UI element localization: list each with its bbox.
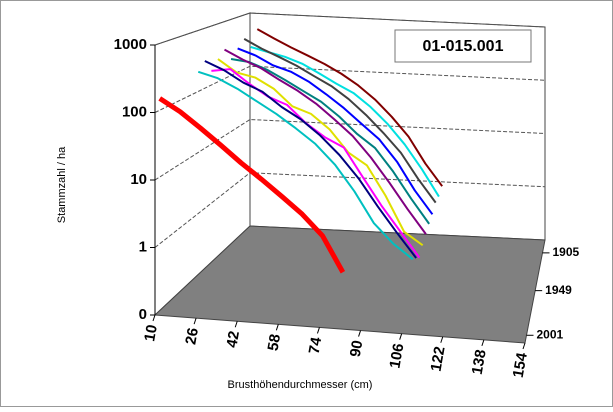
series-line — [204, 60, 417, 259]
x-tick-label: 90 — [347, 339, 367, 358]
series-line — [197, 70, 414, 261]
series-line — [217, 58, 424, 247]
y-tick-label: 10 — [130, 171, 147, 188]
series-line — [250, 46, 440, 198]
x-tick — [234, 321, 238, 328]
x-tick-label: 154 — [510, 351, 531, 379]
x-tick-label: 122 — [428, 345, 449, 373]
series-line — [237, 47, 434, 215]
series-line — [243, 37, 437, 204]
walls: 0 1 10 100 1000 10 26 42 58 74 90 106 122 138 154 1905 1… — [114, 12, 580, 379]
x-tick — [522, 342, 526, 350]
x-tick — [440, 336, 444, 343]
grid-line — [154, 12, 546, 46]
x-tick-label: 42 — [223, 330, 243, 349]
y-tick-label: 1000 — [114, 36, 147, 53]
chart-title: 01-015.001 — [423, 38, 504, 55]
x-tick — [275, 324, 279, 331]
y-tick-label: 100 — [122, 103, 147, 120]
x-tick-label: 58 — [265, 333, 285, 352]
z-tick-label: 2001 — [537, 327, 564, 341]
z-tick-label: 1905 — [553, 245, 580, 259]
y-tick-label: 1 — [139, 238, 147, 255]
series-line — [256, 28, 443, 187]
x-tick — [152, 314, 156, 322]
y-axis-title: Stammzahl / ha — [56, 146, 68, 223]
series-line — [224, 48, 427, 235]
x-tick — [481, 339, 485, 347]
x-tick-label: 106 — [386, 342, 407, 370]
grid-line — [154, 65, 546, 113]
x-tick — [193, 317, 197, 325]
grid-line — [154, 118, 546, 181]
series-line — [230, 58, 430, 225]
plot — [158, 28, 443, 274]
x-tick-label: 138 — [469, 348, 490, 376]
x-tick-label: 74 — [306, 335, 326, 355]
x-tick-label: 26 — [182, 327, 202, 346]
x-axis-title: Brusthöhendurchmesser (cm) — [228, 379, 373, 391]
x-tick — [316, 327, 320, 334]
title-box — [394, 29, 532, 63]
series-line — [158, 96, 346, 274]
z-tick-label: 1949 — [545, 283, 572, 297]
x-tick — [358, 330, 362, 337]
x-tick-label: 10 — [141, 323, 161, 342]
y-tick-label: 0 — [139, 306, 147, 323]
x-tick — [399, 333, 403, 340]
